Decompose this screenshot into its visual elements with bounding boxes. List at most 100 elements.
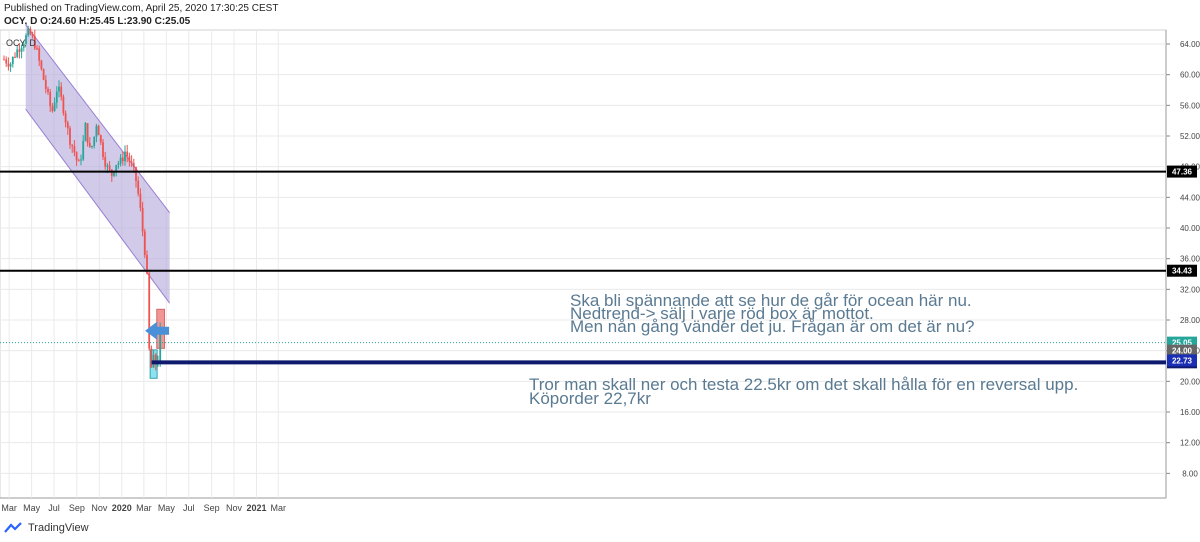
candle-body — [154, 354, 157, 364]
y-tick-label: 32.00 — [1180, 285, 1200, 294]
x-tick-label: Mar — [270, 503, 286, 513]
candle-body — [119, 157, 122, 164]
x-tick-label: Sep — [204, 503, 220, 513]
candle-body — [139, 193, 142, 208]
x-tick-label: Sep — [69, 503, 85, 513]
candle-body — [40, 60, 43, 70]
level-price-badge — [1167, 264, 1197, 277]
tradingview-logo-icon — [4, 522, 22, 533]
y-tick-label: 44.00 — [1180, 193, 1200, 202]
candle-body — [73, 146, 76, 153]
y-tick-label: 56.00 — [1180, 101, 1200, 110]
footer-brand[interactable]: TradingView — [4, 522, 89, 534]
candle-body — [93, 136, 96, 146]
left-arrow-icon — [145, 321, 170, 340]
x-tick-label: Mar — [1, 503, 17, 513]
candle-body — [5, 59, 8, 64]
candle-body — [97, 125, 100, 136]
candle-body — [44, 79, 47, 89]
x-tick-label: Nov — [226, 503, 243, 513]
candle-body — [117, 163, 120, 166]
price-badge-label: 25.05 — [1172, 339, 1193, 348]
candle-body — [51, 106, 54, 111]
y-tick-label: 8.00 — [1182, 469, 1198, 478]
candle-body — [38, 48, 41, 61]
candle-body — [66, 122, 69, 129]
candle-body — [95, 125, 98, 137]
candle-body — [126, 151, 129, 157]
y-tick-label: 60.00 — [1180, 71, 1200, 80]
candle-body — [113, 172, 115, 176]
x-tick-label: Nov — [91, 503, 108, 513]
level-price-label: 34.43 — [1172, 267, 1193, 276]
note-line-5: Köporder 22,7kr — [529, 389, 651, 408]
note-line-2: Nedtrend-> sälj i varje röd box är motto… — [570, 304, 874, 323]
y-tick-label: 52.00 — [1180, 132, 1200, 141]
candle-body — [91, 145, 93, 147]
candle-body — [33, 36, 36, 49]
candle-body — [84, 123, 87, 142]
plot-area — [0, 29, 1167, 499]
x-tick-label: Mar — [136, 503, 152, 513]
candle-body — [27, 28, 30, 36]
candle-body — [82, 141, 85, 160]
channel-upper-line — [25, 24, 171, 213]
chart-symbol-tag: OCY, D — [6, 38, 36, 48]
candle-body — [69, 128, 71, 145]
candle-body — [110, 169, 113, 176]
candle-body — [137, 180, 140, 194]
candle-body — [108, 165, 111, 170]
candle-body — [14, 56, 16, 58]
price-badge — [1167, 344, 1197, 357]
candle-body — [36, 48, 38, 50]
candle-body — [71, 144, 74, 147]
price-badge — [1167, 354, 1197, 367]
brand-label: TradingView — [28, 522, 89, 534]
candle-body — [22, 43, 25, 48]
candle-body — [124, 151, 126, 162]
note-line-3: Men nån gång vänder det ju. Frågan är om… — [570, 317, 975, 336]
note-line-4: Tror man skall ner och testa 22.5kr om d… — [529, 375, 1079, 394]
level-price-label: 47.36 — [1172, 168, 1193, 177]
x-tick-label: 2021 — [247, 503, 267, 513]
candle-body — [55, 91, 58, 103]
candle-body — [47, 88, 49, 92]
candle-body — [141, 207, 144, 232]
candle-body — [49, 91, 52, 107]
candle-body — [128, 156, 131, 162]
price-badge-label: 24.00 — [1172, 347, 1193, 356]
candle-body — [9, 64, 12, 67]
candle-body — [106, 165, 109, 167]
candle-body — [58, 86, 60, 92]
candle-body — [121, 157, 124, 162]
candle-body — [132, 163, 135, 168]
candle-body — [88, 142, 91, 147]
candle-body — [146, 255, 148, 274]
candle-body — [130, 161, 133, 164]
candle-body — [150, 348, 153, 368]
y-tick-label: 12.00 — [1180, 439, 1200, 448]
candle-body — [64, 113, 67, 123]
candle-body — [148, 273, 151, 349]
x-tick-label: Jul — [183, 503, 195, 513]
candle-body — [31, 34, 34, 37]
candle-body — [135, 167, 137, 181]
candle-body — [20, 47, 23, 52]
publish-info: Published on TradingView.com, April 25, … — [4, 3, 279, 14]
candle-body — [86, 123, 89, 143]
candle-body — [104, 157, 107, 167]
candle-body — [75, 152, 78, 161]
y-tick-label: 40.00 — [1180, 224, 1200, 233]
y-tick-label: 64.00 — [1180, 40, 1200, 49]
candle-body — [80, 159, 82, 161]
candle-body — [159, 328, 162, 363]
note-line-1: Ska bli spännande att se hur de går för … — [570, 291, 972, 310]
candle-body — [60, 86, 63, 97]
symbol-ohlc-line: OCY, D O:24.60 H:25.45 L:23.90 C:25.05 — [4, 16, 190, 27]
candle-body — [115, 165, 118, 173]
x-tick-label: Jul — [48, 503, 60, 513]
candle-body — [99, 135, 102, 143]
level-price-badge — [1167, 165, 1197, 178]
candle-body — [143, 231, 146, 256]
